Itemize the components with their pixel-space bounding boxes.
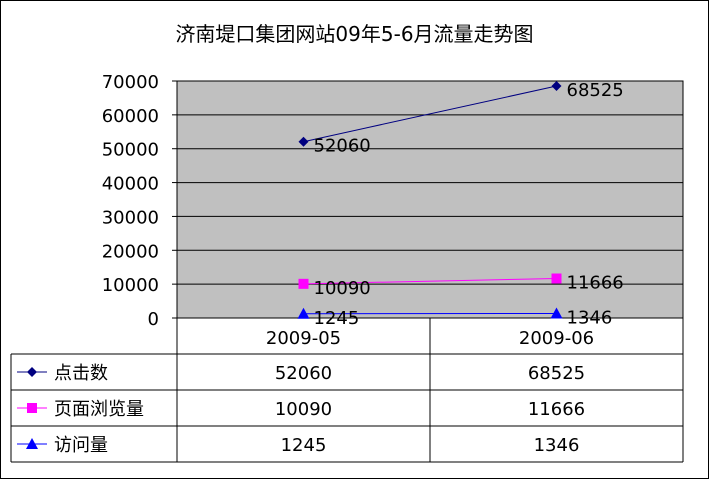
data-point — [551, 80, 562, 91]
data-label: 68525 — [567, 80, 624, 101]
data-label: 52060 — [314, 136, 371, 157]
table-value: 52060 — [275, 363, 332, 384]
y-tick-label: 50000 — [102, 140, 159, 161]
y-tick-label: 20000 — [102, 241, 159, 262]
legend-label: 访问量 — [54, 435, 108, 456]
chart-title: 济南堤口集团网站09年5-6月流量走势图 — [175, 22, 534, 46]
data-point — [297, 307, 310, 319]
y-tick-label: 40000 — [102, 174, 159, 195]
table-value: 1346 — [534, 435, 580, 456]
data-label: 11666 — [567, 273, 624, 294]
y-tick-label: 10000 — [102, 275, 159, 296]
legend-marker — [27, 403, 37, 413]
y-tick-label: 70000 — [102, 72, 159, 93]
data-label: 1346 — [567, 307, 613, 328]
x-category-label: 2009-06 — [519, 328, 594, 349]
data-label: 1245 — [314, 308, 360, 329]
series-line — [303, 85, 557, 143]
y-tick-label: 60000 — [102, 106, 159, 127]
legend-marker — [27, 367, 37, 377]
legend-label: 页面浏览量 — [54, 399, 144, 420]
legend-label: 点击数 — [54, 363, 108, 384]
data-point — [298, 136, 309, 147]
y-tick-label: 0 — [148, 309, 159, 330]
y-tick-label: 30000 — [102, 207, 159, 228]
legend-marker — [26, 438, 38, 449]
series-line — [303, 278, 557, 285]
data-point — [298, 278, 309, 289]
table-value: 1245 — [281, 435, 327, 456]
data-point — [551, 273, 562, 284]
table-value: 11666 — [528, 399, 585, 420]
table-value: 10090 — [275, 399, 332, 420]
x-category-label: 2009-05 — [266, 328, 341, 349]
data-label: 10090 — [314, 278, 371, 299]
table-value: 68525 — [528, 363, 585, 384]
data-point — [550, 307, 563, 319]
